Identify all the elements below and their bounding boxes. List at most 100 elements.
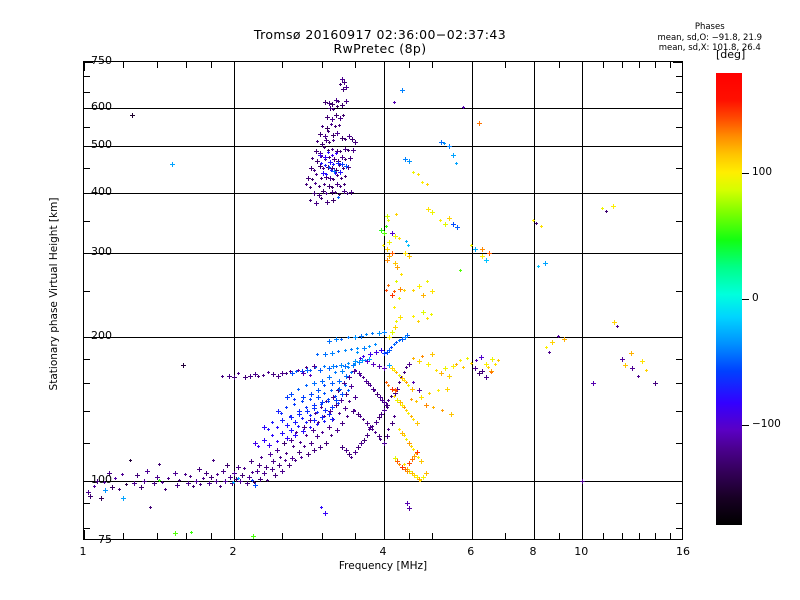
data-point xyxy=(129,459,132,462)
data-point xyxy=(324,441,329,446)
data-point xyxy=(353,140,358,145)
data-point xyxy=(443,142,446,145)
axis-tick xyxy=(234,530,235,539)
data-point xyxy=(430,289,435,294)
data-point xyxy=(430,210,435,215)
data-point xyxy=(550,340,555,345)
data-point xyxy=(352,369,357,374)
data-point xyxy=(280,371,285,376)
data-point xyxy=(443,366,448,371)
scatter-plot-area xyxy=(84,62,682,539)
data-point xyxy=(331,198,336,203)
data-point xyxy=(601,207,604,210)
data-point xyxy=(410,415,413,418)
data-point xyxy=(387,399,390,402)
data-point xyxy=(362,418,365,421)
axis-tick xyxy=(676,443,682,444)
data-point xyxy=(365,333,368,336)
x-tick-label: 16 xyxy=(653,545,713,558)
data-point xyxy=(189,475,192,478)
data-point xyxy=(387,219,390,222)
data-point xyxy=(297,369,300,372)
data-point xyxy=(630,366,635,371)
data-point xyxy=(331,186,334,189)
scatter-plot-frame xyxy=(83,61,683,540)
data-point xyxy=(267,371,270,374)
data-point xyxy=(316,395,321,400)
data-point xyxy=(362,438,367,443)
data-point xyxy=(432,406,435,409)
data-point xyxy=(204,471,209,476)
data-point xyxy=(362,346,367,351)
data-point xyxy=(347,366,350,369)
data-point xyxy=(412,473,417,478)
data-point xyxy=(484,362,489,367)
data-point xyxy=(351,363,356,368)
data-point xyxy=(337,379,342,384)
data-point xyxy=(331,133,336,138)
data-point xyxy=(121,473,124,476)
data-point xyxy=(426,183,429,186)
data-point xyxy=(192,485,195,488)
data-point xyxy=(309,426,312,429)
data-point xyxy=(257,445,260,448)
data-point xyxy=(387,284,390,287)
data-point xyxy=(219,485,222,488)
data-point xyxy=(645,369,648,372)
data-point xyxy=(374,431,377,434)
data-point xyxy=(255,469,260,474)
data-point xyxy=(327,398,330,401)
data-point xyxy=(612,320,617,325)
data-point xyxy=(280,469,285,474)
data-point xyxy=(285,436,290,441)
axis-tick xyxy=(655,533,656,539)
axis-tick xyxy=(432,533,433,539)
data-point xyxy=(395,280,398,283)
data-point xyxy=(543,261,548,266)
data-point xyxy=(387,348,392,353)
data-point xyxy=(299,441,302,444)
data-point xyxy=(318,368,323,373)
data-point xyxy=(315,434,320,439)
data-point xyxy=(130,113,135,118)
data-point xyxy=(303,445,306,448)
data-point xyxy=(167,477,170,480)
axis-tick xyxy=(211,533,212,539)
colorbar-tick-label: 0 xyxy=(752,292,759,304)
data-point xyxy=(318,445,323,450)
data-point xyxy=(257,375,260,378)
axis-tick xyxy=(622,533,623,539)
gridline-horizontal xyxy=(84,146,682,147)
data-point xyxy=(405,501,410,506)
data-point xyxy=(385,247,390,252)
data-point xyxy=(305,366,308,369)
data-point xyxy=(328,176,333,181)
axis-tick xyxy=(676,168,682,169)
data-point xyxy=(451,222,456,227)
data-point xyxy=(338,116,343,121)
data-point xyxy=(331,364,336,369)
data-point xyxy=(327,400,330,403)
data-point xyxy=(301,395,306,400)
data-point xyxy=(276,374,281,379)
data-point xyxy=(324,175,329,180)
data-point xyxy=(247,475,252,480)
data-point xyxy=(290,456,295,461)
data-point xyxy=(290,371,295,376)
data-point xyxy=(398,400,403,405)
data-point xyxy=(312,403,317,408)
data-point xyxy=(403,379,406,382)
data-point xyxy=(279,456,282,459)
data-point xyxy=(295,431,298,434)
data-point xyxy=(334,172,337,175)
data-point xyxy=(110,485,115,490)
data-point xyxy=(441,409,444,412)
data-point xyxy=(270,467,275,472)
data-point xyxy=(377,415,382,420)
data-point xyxy=(377,364,382,369)
axis-tick xyxy=(84,127,90,128)
axis-tick xyxy=(670,533,671,539)
data-point xyxy=(336,159,341,164)
data-point xyxy=(395,459,400,464)
data-point xyxy=(403,406,406,409)
